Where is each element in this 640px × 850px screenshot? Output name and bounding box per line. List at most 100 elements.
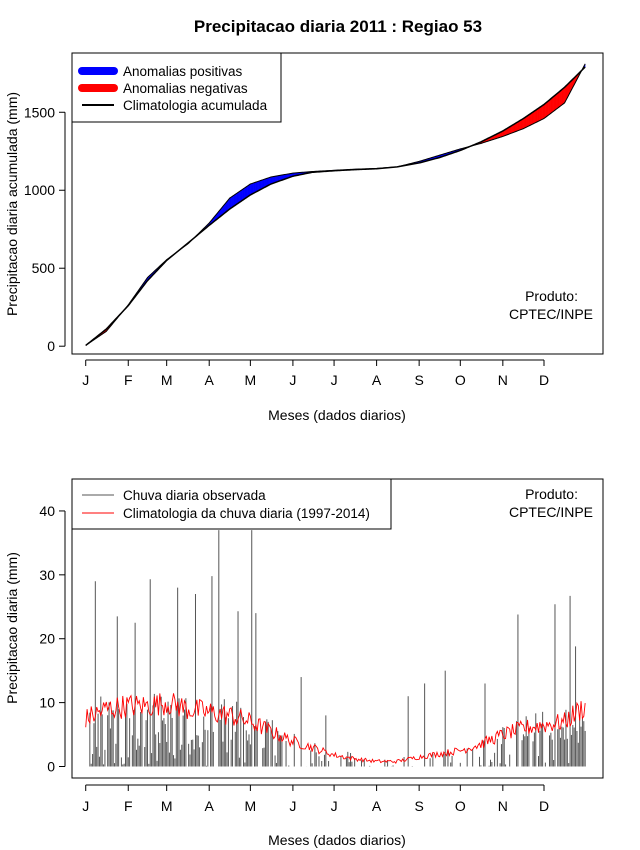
legend-label-positive: Anomalias positivas <box>123 64 243 79</box>
x-tick-label-top: A <box>205 372 215 388</box>
y-tick-label-bottom: 40 <box>39 503 55 519</box>
positive-anomaly-segment <box>248 183 251 197</box>
x-tick-label-bottom: M <box>245 798 257 814</box>
positive-anomaly-segment <box>233 193 236 207</box>
x-tick-label-top: J <box>331 372 338 388</box>
x-tick-label-bottom: J <box>289 798 296 814</box>
x-axis-label-bottom: Meses (dados diarios) <box>268 832 406 848</box>
positive-anomaly-segment <box>229 196 232 210</box>
chart-title: Precipitacao diaria 2011 : Regiao 53 <box>194 17 482 36</box>
negative-anomaly-segment <box>528 113 531 127</box>
legend-top: Anomalias positivas Anomalias negativas … <box>71 52 282 123</box>
positive-anomaly-segment <box>235 192 237 206</box>
x-tick-label-bottom: J <box>82 798 89 814</box>
positive-anomaly-segment <box>230 195 233 209</box>
negative-anomaly-segment <box>546 100 549 117</box>
y-tick-label-top: 1500 <box>24 104 55 120</box>
positive-anomaly-segment <box>250 183 252 196</box>
legend-box-bottom <box>71 478 392 530</box>
negative-anomaly-segment <box>549 98 552 115</box>
negative-anomaly-segment <box>527 114 530 127</box>
positive-anomaly-segment <box>237 191 240 204</box>
negative-anomaly-segment <box>550 97 553 114</box>
positive-anomaly-segment <box>255 181 258 193</box>
positive-anomaly-segment <box>243 187 246 200</box>
negative-anomaly-segment <box>561 88 564 106</box>
x-tick-label-bottom: O <box>455 798 466 814</box>
product-label-top: Produto: <box>525 288 578 304</box>
x-tick-label-bottom: S <box>414 798 423 814</box>
negative-anomaly-segment <box>536 107 539 123</box>
negative-anomaly-segment <box>532 110 535 125</box>
y-axis-label-top: Precipitacao diaria acumulada (mm) <box>4 92 20 316</box>
x-axis-label-top: Meses (dados diarios) <box>268 407 406 423</box>
x-tick-label-top: M <box>245 372 257 388</box>
positive-anomaly-segment <box>247 184 250 198</box>
negative-anomaly-segment <box>538 106 541 122</box>
negative-anomaly-segment <box>553 94 556 112</box>
y-tick-label-top: 0 <box>47 338 55 354</box>
y-axis-top: 0 500 1000 1500 <box>24 104 66 354</box>
negative-anomaly-segment <box>557 91 560 109</box>
positive-anomaly-segment <box>236 192 239 205</box>
x-tick-label-bottom: M <box>161 798 173 814</box>
x-tick-label-top: M <box>161 372 173 388</box>
positive-anomaly-segment <box>254 181 257 194</box>
x-tick-label-bottom: J <box>331 798 338 814</box>
observed-cumulative-line <box>85 63 586 346</box>
legend-label-climatology-daily: Climatologia da chuva diaria (1997-2014) <box>123 506 370 521</box>
legend-label-climatology: Climatologia acumulada <box>123 98 268 113</box>
negative-anomaly-segment <box>554 93 557 111</box>
positive-anomaly-segment <box>240 189 243 202</box>
negative-anomaly-segment <box>547 99 550 116</box>
positive-anomaly-segment <box>251 182 254 195</box>
y-tick-label-top: 1000 <box>24 182 55 198</box>
climatology-daily-line <box>85 693 586 765</box>
negative-anomaly-segment <box>525 115 528 128</box>
daily-chart: 0 10 20 30 40 J F M A M J J A S O N D Meses (dados diar… <box>4 478 604 848</box>
legend-label-observed: Chuva diaria observada <box>123 488 266 503</box>
positive-anomaly-segment <box>244 186 247 200</box>
negative-anomaly-segment <box>558 90 561 108</box>
negative-anomaly-segment <box>531 111 534 125</box>
negative-anomaly-segment <box>534 109 536 124</box>
y-tick-label-top: 500 <box>32 260 56 276</box>
legend-bottom: Chuva diaria observada Climatologia da c… <box>71 478 392 530</box>
positive-anomaly-segment <box>232 194 235 208</box>
x-tick-label-top: N <box>498 372 508 388</box>
daily-rain-bars <box>89 530 586 767</box>
y-tick-label-bottom: 0 <box>47 759 55 775</box>
negative-anomaly-segment <box>556 92 558 110</box>
x-tick-label-top: J <box>82 372 89 388</box>
positive-anomaly-segment <box>258 180 261 191</box>
x-tick-label-top: S <box>414 372 423 388</box>
y-axis-label-bottom: Precipitacao diaria (mm) <box>4 552 20 704</box>
positive-anomaly-segment <box>252 182 255 194</box>
negative-anomaly-segment <box>542 104 545 120</box>
negative-anomaly-segment <box>530 112 532 126</box>
x-tick-label-top: O <box>455 372 466 388</box>
negative-anomaly-segment <box>563 86 565 105</box>
cumulative-chart: 0 500 1000 1500 J F M A M J J A S O N D Meses (dados d… <box>4 52 604 423</box>
negative-anomaly-segment <box>539 105 542 121</box>
x-tick-label-bottom: D <box>539 798 549 814</box>
negative-anomaly-segment <box>543 102 546 119</box>
x-tick-label-bottom: A <box>205 798 215 814</box>
positive-anomaly-segment <box>246 185 248 199</box>
x-tick-label-top: D <box>539 372 549 388</box>
positive-anomaly-segment <box>257 180 259 192</box>
product-name-bottom: CPTEC/INPE <box>509 504 593 520</box>
x-tick-label-bottom: N <box>498 798 508 814</box>
negative-anomaly-segment <box>535 108 538 123</box>
product-name-top: CPTEC/INPE <box>509 306 593 322</box>
x-tick-label-top: J <box>289 372 296 388</box>
legend-label-negative: Anomalias negativas <box>123 81 248 96</box>
plot-frame-top <box>71 52 604 355</box>
negative-anomaly-segment <box>521 118 524 130</box>
negative-anomaly-segment <box>545 101 547 118</box>
negative-anomaly-segment <box>541 105 543 121</box>
x-tick-label-top: A <box>372 372 382 388</box>
product-label-bottom: Produto: <box>525 486 578 502</box>
negative-anomaly-segment <box>552 96 554 113</box>
